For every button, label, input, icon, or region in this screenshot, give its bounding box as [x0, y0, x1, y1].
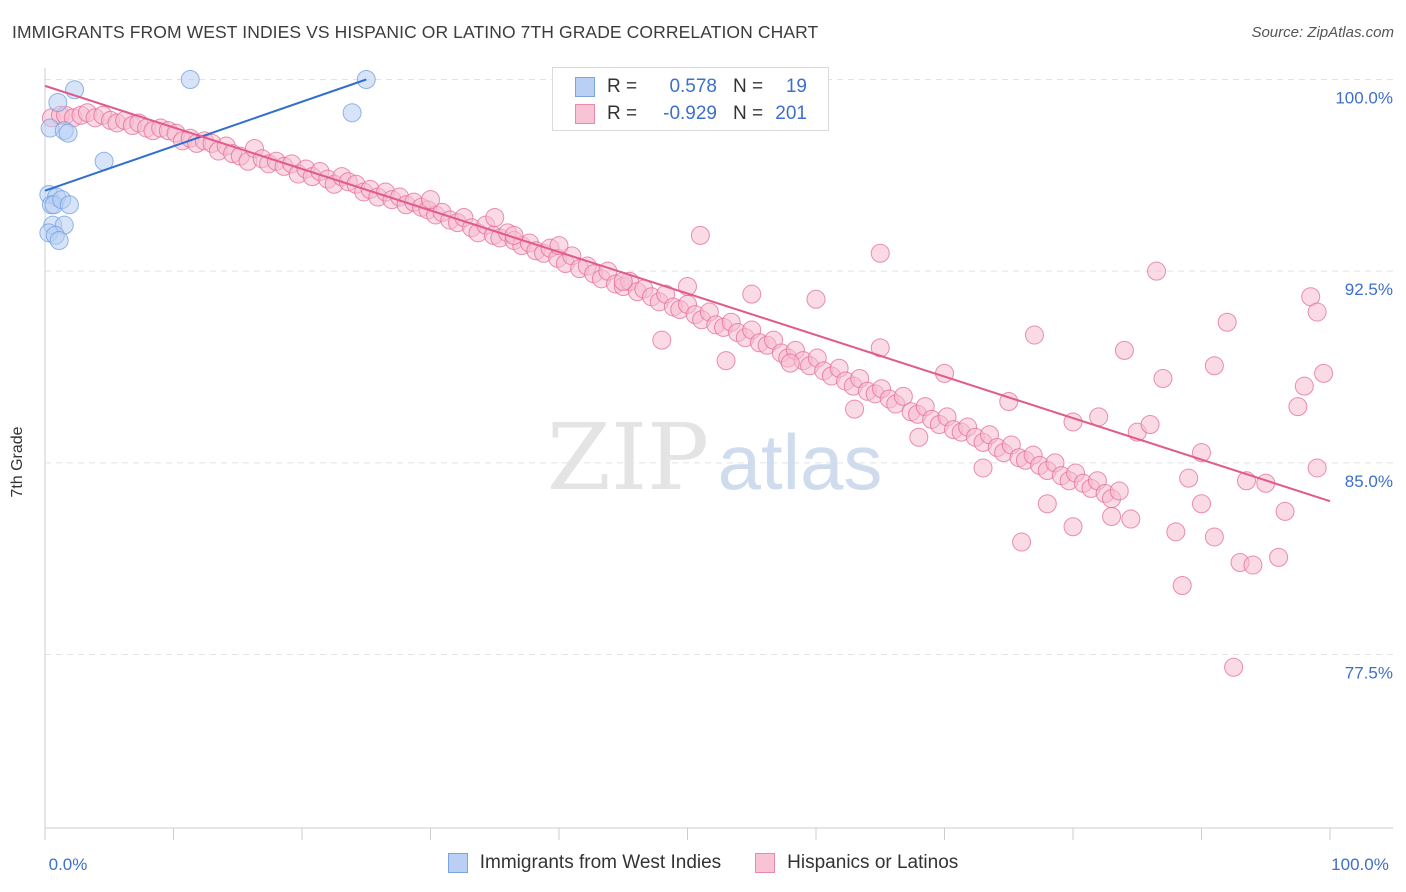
legend-label: Hispanics or Latinos	[787, 852, 959, 873]
point-hispanics	[1063, 517, 1083, 537]
point-hispanics	[999, 392, 1019, 411]
point-hispanics	[870, 243, 890, 263]
legend-r-label: R =	[607, 103, 638, 124]
point-hispanics	[1024, 325, 1044, 345]
legend-n-label: N =	[732, 103, 764, 124]
series-west-indies-points	[39, 70, 376, 250]
point-hispanics	[1012, 532, 1032, 552]
point-west-indies	[342, 103, 362, 123]
point-hispanics	[1269, 547, 1289, 567]
x-tick-label: 100.0%	[1331, 855, 1389, 874]
point-hispanics	[1307, 302, 1327, 322]
point-hispanics	[1224, 657, 1244, 677]
point-hispanics	[716, 351, 736, 371]
point-hispanics	[1172, 576, 1192, 595]
y-axis-title: 7th Grade	[9, 426, 26, 498]
point-hispanics	[690, 225, 710, 245]
point-hispanics	[485, 208, 505, 227]
trend-line-west-indies	[44, 78, 367, 192]
point-hispanics	[1243, 555, 1263, 575]
legend-swatch-blue	[575, 77, 595, 97]
trend-lines	[44, 78, 1331, 503]
chart-title: IMMIGRANTS FROM WEST INDIES VS HISPANIC …	[12, 22, 819, 42]
point-hispanics	[780, 353, 800, 373]
y-tick-label: 92.5%	[1345, 280, 1393, 299]
point-hispanics	[1037, 494, 1057, 514]
trend-line-hispanics	[44, 84, 1331, 503]
point-hispanics	[1217, 312, 1237, 332]
point-hispanics	[1109, 481, 1129, 501]
legend-item-hispanics[interactable]: Hispanics or Latinos	[755, 852, 958, 874]
source-credit: Source: ZipAtlas.com	[1251, 24, 1394, 41]
series-hispanics-points	[41, 103, 1334, 677]
legend-item-west-indies[interactable]: Immigrants from West Indies	[447, 852, 722, 874]
point-west-indies	[49, 231, 69, 250]
watermark: ZIP atlas	[547, 404, 882, 511]
point-hispanics	[806, 289, 826, 309]
point-hispanics	[421, 190, 440, 210]
point-hispanics	[1121, 509, 1141, 529]
y-tick-label: 85.0%	[1345, 472, 1393, 491]
point-hispanics	[1114, 340, 1134, 360]
point-hispanics	[845, 399, 865, 419]
point-hispanics	[1294, 376, 1314, 396]
point-hispanics	[1140, 415, 1160, 434]
point-hispanics	[909, 427, 929, 447]
series-legend: Immigrants from West Indies Hispanics or…	[0, 852, 1406, 874]
point-hispanics	[1288, 397, 1308, 417]
legend-row-west-indies: R = 0.578 N = 19	[575, 75, 807, 99]
point-hispanics	[1192, 494, 1211, 514]
point-hispanics	[1153, 369, 1173, 388]
point-hispanics	[652, 330, 672, 350]
point-west-indies	[59, 195, 79, 215]
legend-swatch-pink	[575, 104, 595, 124]
point-hispanics	[1147, 261, 1167, 281]
legend-n-value: 19	[785, 76, 807, 97]
point-hispanics	[973, 458, 993, 478]
legend-label: Immigrants from West Indies	[479, 852, 722, 873]
legend-n-value: 201	[775, 103, 807, 124]
point-hispanics	[1166, 522, 1186, 542]
legend-swatch-pink	[755, 853, 776, 873]
point-hispanics	[1204, 356, 1224, 376]
point-west-indies	[180, 70, 200, 89]
watermark-atlas: atlas	[718, 418, 883, 506]
point-hispanics	[1275, 501, 1295, 521]
point-hispanics	[1102, 507, 1122, 526]
y-tick-label: 77.5%	[1345, 664, 1393, 683]
point-hispanics	[1089, 407, 1109, 427]
point-hispanics	[1179, 468, 1199, 488]
point-west-indies	[48, 93, 68, 112]
point-hispanics	[1192, 443, 1211, 463]
legend-r-value: -0.929	[663, 103, 717, 124]
point-hispanics	[1204, 527, 1224, 547]
correlation-legend: R = 0.578 N = 19 R = -0.929 N = 201	[552, 67, 829, 131]
legend-n-label: N =	[732, 76, 764, 97]
y-tick-label: 100.0%	[1335, 89, 1393, 108]
point-hispanics	[742, 284, 762, 304]
legend-swatch-blue	[447, 853, 468, 873]
point-hispanics	[1307, 458, 1327, 478]
legend-row-hispanics: R = -0.929 N = 201	[575, 102, 807, 126]
point-hispanics	[935, 363, 954, 383]
point-hispanics	[1314, 363, 1334, 383]
point-west-indies	[58, 123, 78, 143]
watermark-zip: ZIP	[547, 404, 709, 511]
legend-r-label: R =	[607, 76, 638, 97]
x-tick-label: 0.0%	[49, 855, 88, 874]
legend-r-value: 0.578	[669, 76, 717, 97]
tick-labels: 100.0% 92.5% 85.0% 77.5% 0.0% 100.0%	[49, 89, 1393, 875]
point-hispanics	[678, 277, 697, 296]
point-hispanics	[893, 386, 913, 406]
